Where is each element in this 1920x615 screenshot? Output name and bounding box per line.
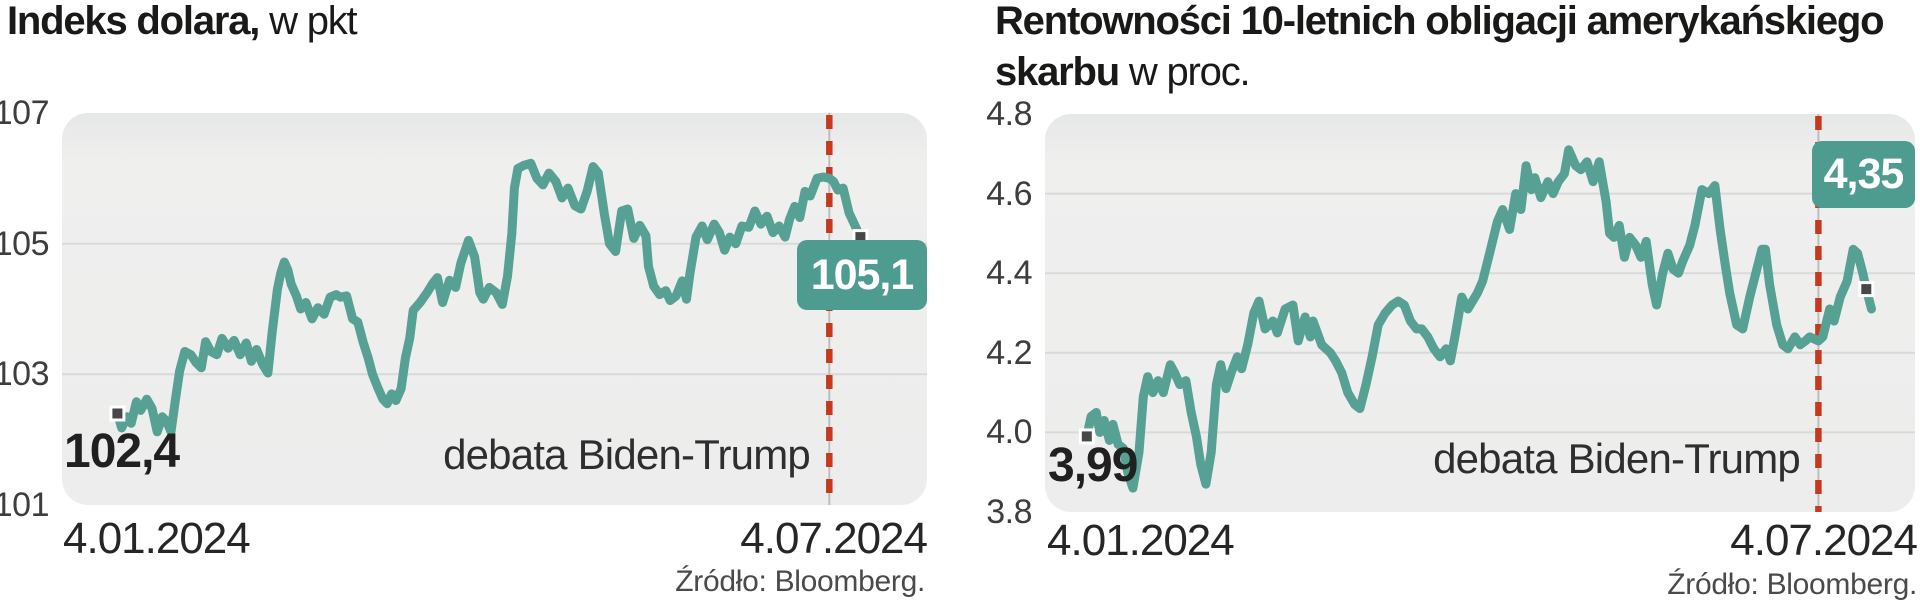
start-value-label: 3,99 [1048,439,1138,492]
x-axis-label-start: 4.01.2024 [1047,516,1235,565]
y-axis-tick: 4.0 [986,413,1032,452]
source-label: Źródło: Bloomberg. [1667,568,1917,601]
end-marker [1858,281,1875,298]
y-axis-tick: 4.2 [986,333,1032,372]
chart-title-unit: w proc. [1118,50,1251,94]
plot-area [62,113,927,505]
event-annotation: debata Biden-Trump [1433,435,1801,482]
start-marker [1078,428,1095,445]
y-axis-tick: 4.8 [986,95,1032,133]
chart-title-main-2: skarbu [995,50,1120,94]
y-axis-tick: 3.8 [986,493,1032,531]
source-label: Źródło: Bloomberg. [675,565,925,598]
end-value-badge: 4,35 [1812,141,1915,208]
line-series [112,158,870,437]
x-axis-label-start: 4.01.2024 [63,514,251,563]
event-annotation: debata Biden-Trump [443,431,811,478]
y-axis-tick: 4.4 [986,254,1032,293]
x-axis-label-end: 4.07.2024 [740,514,928,563]
chart-title: Indeks dolara, w pkt [7,0,358,47]
chart-canvas [62,113,927,505]
chart-title-main: Indeks dolara, [7,0,260,43]
y-axis-tick: 4.6 [986,174,1032,213]
chart-title: Rentowności 10-letnich obligacji ameryka… [995,0,1885,98]
start-value-label: 102,4 [64,425,180,478]
chart-title-main: Rentowności 10-letnich obligacji ameryka… [995,0,1885,43]
line-series [1082,145,1876,493]
end-value-badge: 105,1 [797,240,927,310]
chart-title-unit: w pkt [259,0,358,43]
x-axis-label-end: 4.07.2024 [1730,516,1918,565]
start-marker [109,405,126,422]
